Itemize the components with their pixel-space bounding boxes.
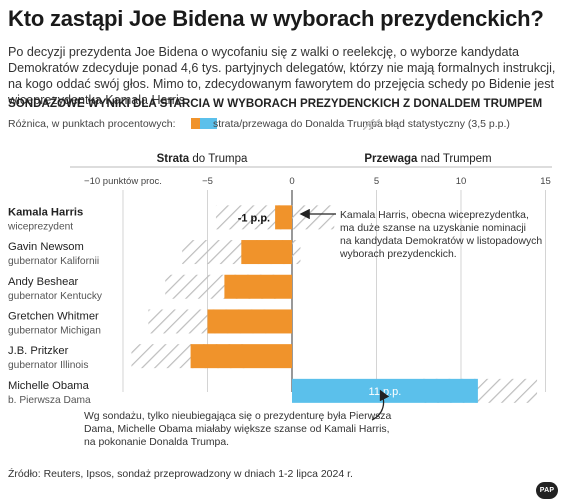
row-role: gubernator Illinois: [8, 360, 88, 371]
legend-intro: Różnica, w punktach procentowych:: [8, 118, 176, 130]
annotation-harris-line: Kamala Harris, obecna wiceprezydentka,: [340, 210, 529, 221]
row-name: J.B. Pritzker: [8, 345, 69, 357]
row-name: Gavin Newsom: [8, 241, 84, 253]
chart-subtitle: SONDAŻOWE WYNIKI DLA STARCIA W WYBORACH …: [8, 97, 543, 110]
tick-label: −5: [202, 176, 213, 187]
lead-paragraph: Po decyzji prezydenta Joe Bidena o wycof…: [8, 45, 556, 107]
row-role: b. Pierwsza Dama: [8, 395, 91, 406]
tick-label: 10: [456, 176, 467, 187]
tick-label: −10 punktów proc.: [84, 176, 162, 187]
legend-bar-label: strata/przewaga do Donalda Trumpa: [213, 118, 383, 130]
legend-swatch-loss: [191, 118, 208, 129]
bar-value-label: 11 p.p.: [369, 386, 402, 398]
row-role: gubernator Kentucky: [8, 291, 103, 302]
bar-value-label: -1 p.p.: [238, 212, 270, 224]
legend-swatch-gain: [200, 118, 217, 129]
page-title: Kto zastąpi Joe Bidena w wyborach prezyd…: [8, 6, 544, 31]
tick-label: 15: [540, 176, 551, 187]
header-gain: Przewaga nad Trumpem: [364, 153, 491, 165]
bar: [241, 240, 292, 265]
row-name: Kamala Harris: [8, 206, 83, 218]
bar: [207, 309, 292, 334]
row-role: gubernator Michigan: [8, 325, 101, 336]
annotation-obama-arrow: [371, 389, 390, 421]
row-role: gubernator Kalifornii: [8, 256, 99, 267]
header-loss: Strata do Trumpa: [157, 153, 248, 165]
annotation-harris-line: wyborach prezydenckich.: [339, 249, 457, 260]
legend-hatch-swatch: [363, 119, 380, 130]
bar: [275, 205, 292, 230]
publisher-logo: PAP: [536, 482, 558, 499]
row-name: Gretchen Whitmer: [8, 310, 99, 322]
annotation-obama-line: Dama, Michelle Obama miałaby większe sza…: [84, 424, 389, 435]
source-note: Źródło: Reuters, Ipsos, sondaż przeprowa…: [8, 468, 353, 480]
tick-label: 5: [374, 176, 379, 187]
legend-error-label: błąd statystyczny (3,5 p.p.): [385, 118, 510, 130]
annotation-obama-line: na pokonanie Donalda Trumpa.: [84, 437, 229, 448]
bar: [190, 344, 292, 369]
row-role: wiceprezydent: [7, 221, 73, 232]
row-name: Michelle Obama: [8, 380, 90, 392]
row-name: Andy Beshear: [8, 276, 79, 288]
annotation-obama-line: Wg sondażu, tylko nieubiegająca się o pr…: [84, 411, 391, 422]
bar: [224, 274, 292, 299]
annotation-harris-line: na kandydata Demokratów w listopadowych: [340, 236, 542, 247]
tick-label: 0: [289, 176, 294, 187]
annotation-harris-line: ma duże szanse na uzyskanie nominacji: [340, 223, 526, 234]
